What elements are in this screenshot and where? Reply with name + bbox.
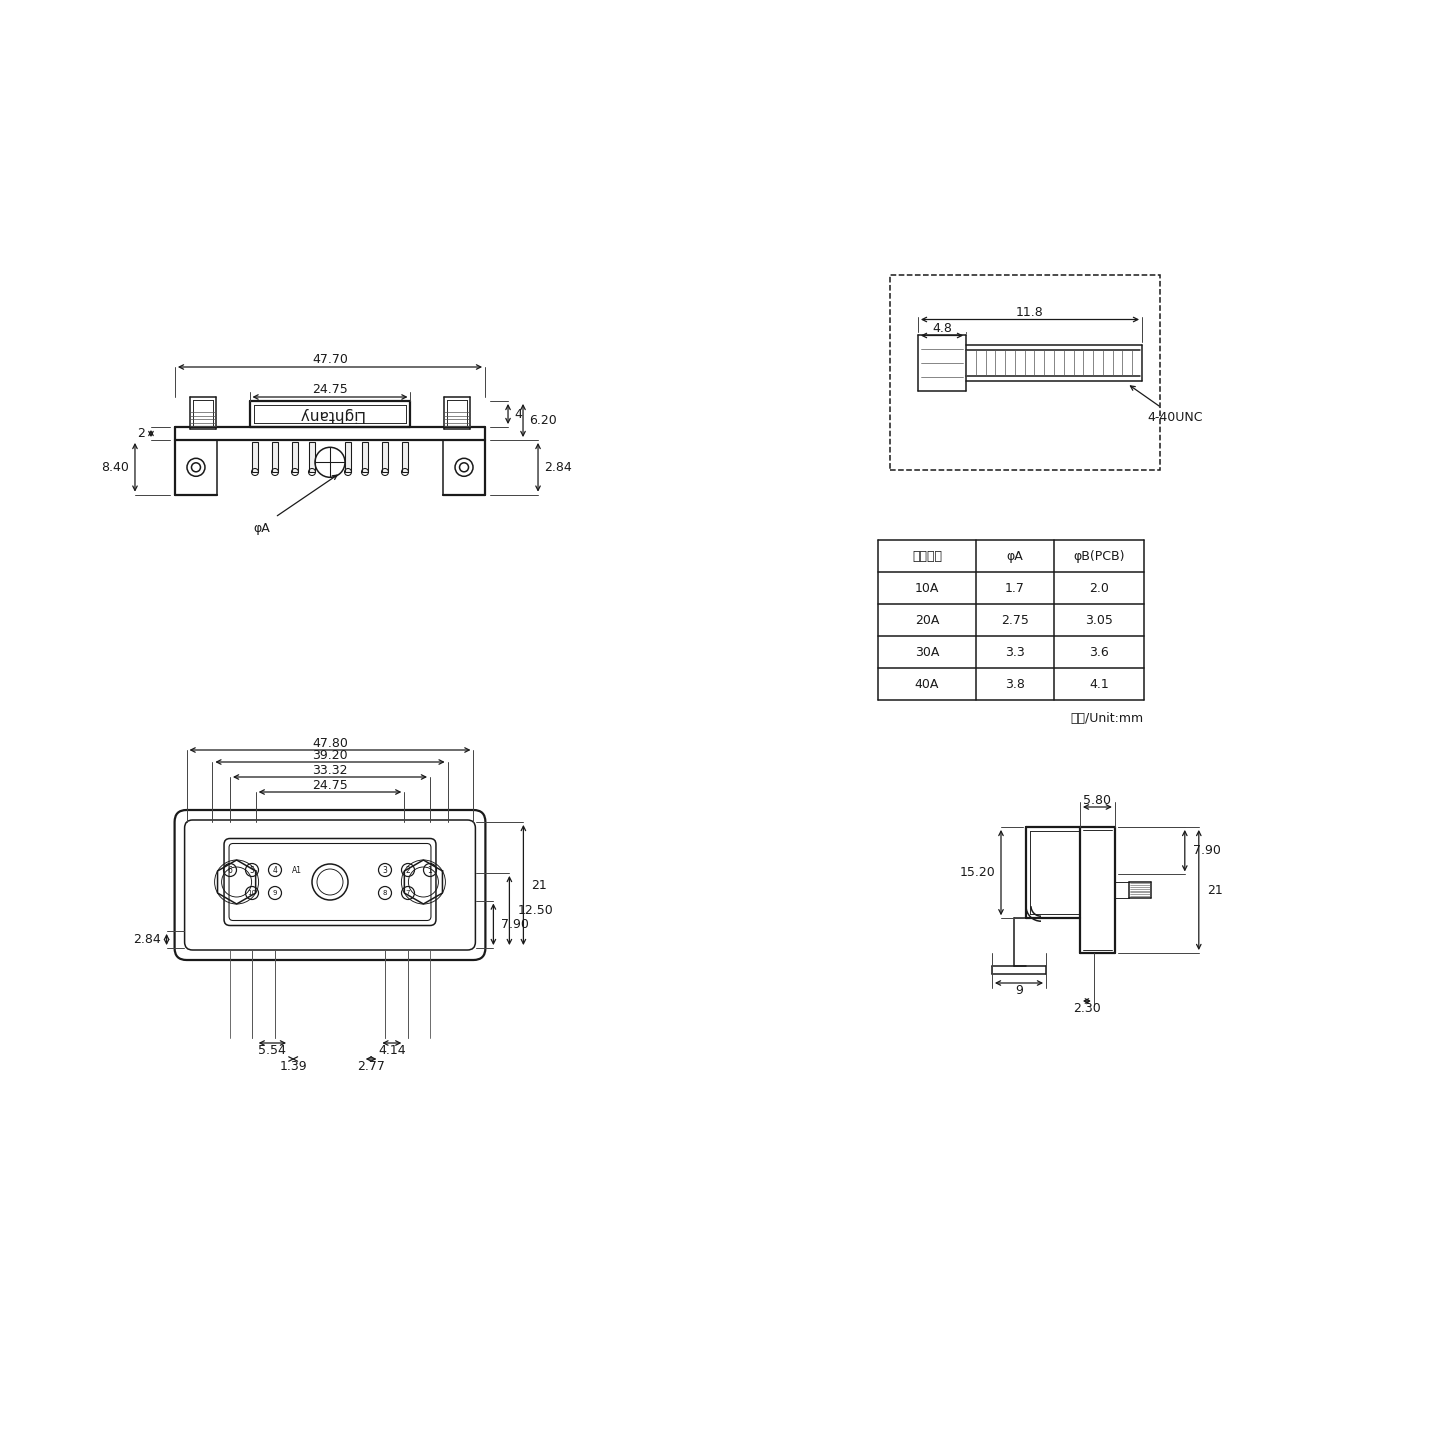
Text: A1: A1 bbox=[292, 865, 302, 874]
Bar bbox=[382, 442, 387, 472]
Text: 4.14: 4.14 bbox=[379, 1044, 406, 1057]
Text: 11.8: 11.8 bbox=[1017, 307, 1044, 320]
Text: φB(PCB): φB(PCB) bbox=[1073, 550, 1125, 563]
Bar bbox=[310, 442, 315, 472]
Bar bbox=[890, 275, 1161, 469]
Text: 3.3: 3.3 bbox=[1005, 645, 1025, 658]
Text: 39.20: 39.20 bbox=[312, 749, 348, 762]
Text: 24.75: 24.75 bbox=[312, 383, 348, 396]
Text: 2.30: 2.30 bbox=[1073, 1002, 1100, 1015]
Text: 7.90: 7.90 bbox=[501, 917, 530, 930]
Text: 8.40: 8.40 bbox=[101, 461, 130, 474]
Text: 47.80: 47.80 bbox=[312, 736, 348, 749]
Text: 5: 5 bbox=[249, 865, 255, 874]
Text: 1.39: 1.39 bbox=[279, 1060, 307, 1073]
Text: 2.84: 2.84 bbox=[544, 461, 572, 474]
Text: 2.77: 2.77 bbox=[357, 1060, 384, 1073]
Text: φA: φA bbox=[1007, 550, 1024, 563]
Text: 5.54: 5.54 bbox=[258, 1044, 287, 1057]
Text: 2.84: 2.84 bbox=[132, 933, 161, 946]
Bar bbox=[272, 442, 278, 472]
Text: 20A: 20A bbox=[914, 613, 939, 626]
Bar bbox=[346, 442, 351, 472]
Bar bbox=[363, 442, 367, 472]
Text: 4: 4 bbox=[272, 865, 278, 874]
Text: 4.8: 4.8 bbox=[932, 323, 952, 336]
Text: 40A: 40A bbox=[914, 677, 939, 691]
Text: 10A: 10A bbox=[914, 582, 939, 595]
Text: 7: 7 bbox=[406, 890, 410, 896]
Text: 2: 2 bbox=[137, 428, 145, 441]
Text: 12.50: 12.50 bbox=[517, 904, 553, 917]
Text: 21: 21 bbox=[1207, 884, 1223, 897]
Text: 1.7: 1.7 bbox=[1005, 582, 1025, 595]
Text: 30A: 30A bbox=[914, 645, 939, 658]
Text: 2.75: 2.75 bbox=[1001, 613, 1030, 626]
Text: 单位/Unit:mm: 单位/Unit:mm bbox=[1071, 711, 1143, 724]
Text: 6: 6 bbox=[228, 865, 232, 874]
Text: 4-40UNC: 4-40UNC bbox=[1130, 386, 1202, 423]
Bar bbox=[402, 442, 408, 472]
Bar bbox=[292, 442, 298, 472]
Text: 额定电流: 额定电流 bbox=[912, 550, 942, 563]
Text: 3.05: 3.05 bbox=[1086, 613, 1113, 626]
Text: 3.8: 3.8 bbox=[1005, 677, 1025, 691]
Text: 15.20: 15.20 bbox=[959, 865, 995, 878]
Text: 47.70: 47.70 bbox=[312, 353, 348, 366]
Text: 3: 3 bbox=[383, 865, 387, 874]
Text: Lightany: Lightany bbox=[297, 406, 363, 422]
Text: 9: 9 bbox=[1015, 985, 1022, 998]
Text: φA: φA bbox=[253, 523, 271, 536]
Text: 3.6: 3.6 bbox=[1089, 645, 1109, 658]
Text: 9: 9 bbox=[272, 890, 278, 896]
Text: 24.75: 24.75 bbox=[312, 779, 348, 792]
Text: 1: 1 bbox=[428, 865, 432, 874]
Text: 5.80: 5.80 bbox=[1083, 793, 1112, 806]
Text: 4: 4 bbox=[514, 408, 521, 420]
Text: 2.0: 2.0 bbox=[1089, 582, 1109, 595]
Text: 6.20: 6.20 bbox=[528, 415, 557, 428]
Text: 8: 8 bbox=[383, 890, 387, 896]
Text: 21: 21 bbox=[531, 878, 547, 891]
Text: 7.90: 7.90 bbox=[1192, 844, 1221, 857]
Text: 33.32: 33.32 bbox=[312, 763, 347, 776]
Text: 10: 10 bbox=[248, 890, 256, 896]
Text: 4.1: 4.1 bbox=[1089, 677, 1109, 691]
Bar bbox=[252, 442, 258, 472]
Text: 2: 2 bbox=[406, 865, 410, 874]
